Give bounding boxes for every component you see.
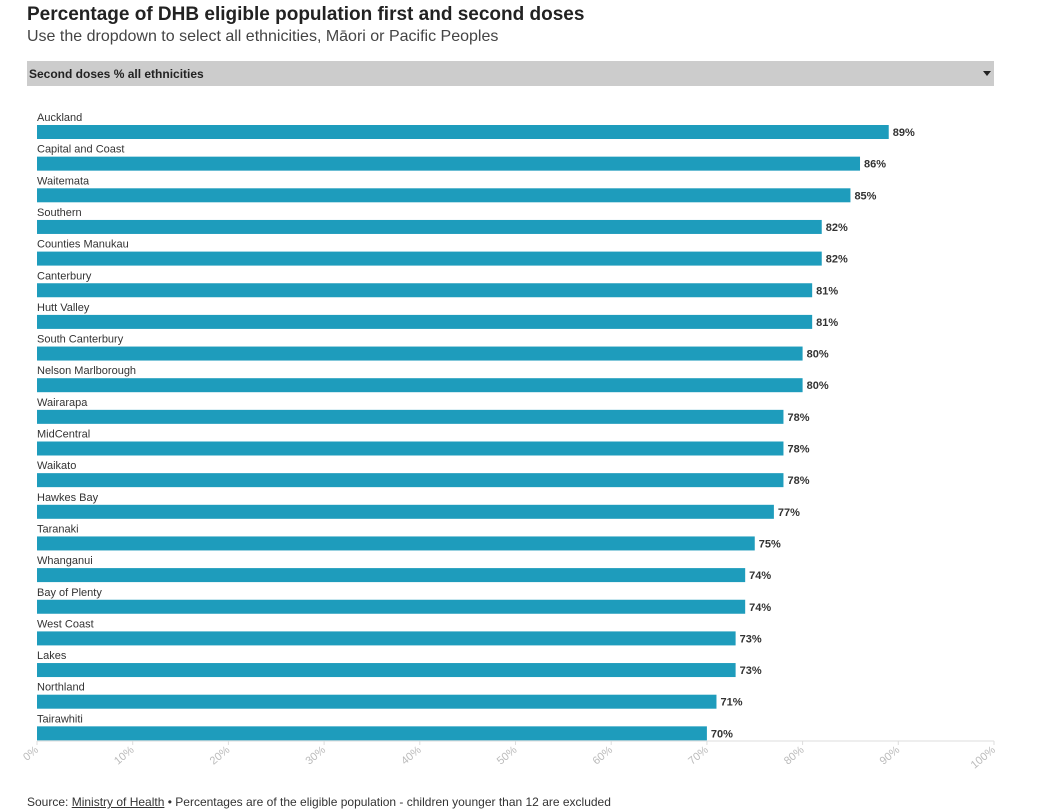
category-label: Nelson Marlborough: [37, 365, 136, 377]
source-note: Source: Ministry of Health • Percentages…: [27, 795, 611, 809]
bar[interactable]: [37, 599, 746, 614]
bar[interactable]: [37, 346, 803, 361]
ethnicity-dropdown[interactable]: Second doses % all ethnicities: [27, 61, 994, 86]
bar[interactable]: [37, 219, 822, 234]
bar-chart: Auckland 89% Capital and Coast 86% Waitemata…: [21, 112, 998, 771]
category-label: Bay of Plenty: [37, 587, 102, 599]
value-label: 89%: [893, 127, 915, 139]
x-tick-label: 60%: [591, 744, 616, 767]
bar[interactable]: [37, 536, 755, 551]
caret-down-icon[interactable]: [983, 71, 991, 76]
x-tick-label: 40%: [399, 744, 424, 767]
value-label: 74%: [749, 570, 771, 582]
category-label: West Coast: [37, 618, 94, 630]
value-label: 71%: [720, 697, 742, 709]
bar[interactable]: [37, 378, 803, 393]
bar[interactable]: [37, 188, 851, 203]
x-tick-label: 0%: [21, 744, 41, 764]
category-label: Tairawhiti: [37, 713, 83, 725]
category-label: Waikato: [37, 460, 76, 472]
bar[interactable]: [37, 156, 861, 171]
bar[interactable]: [37, 694, 717, 709]
category-label: Capital and Coast: [37, 144, 124, 156]
value-label: 78%: [787, 444, 809, 456]
category-label: Whanganui: [37, 555, 93, 567]
category-label: Southern: [37, 207, 82, 219]
bar[interactable]: [37, 441, 784, 456]
value-label: 82%: [826, 222, 848, 234]
category-label: Waitemata: [37, 175, 90, 187]
category-label: Lakes: [37, 650, 67, 662]
bar[interactable]: [37, 125, 889, 139]
x-tick-label: 10%: [112, 744, 137, 767]
bar[interactable]: [37, 504, 774, 519]
category-label: Auckland: [37, 112, 82, 124]
source-prefix: Source:: [27, 795, 72, 809]
value-label: 70%: [711, 728, 733, 740]
category-label: Northland: [37, 682, 85, 694]
category-label: Canterbury: [37, 270, 92, 282]
bar[interactable]: [37, 409, 784, 424]
value-label: 73%: [740, 665, 762, 677]
x-tick-label: 20%: [208, 744, 233, 767]
chart-subtitle: Use the dropdown to select all ethniciti…: [27, 28, 499, 45]
value-label: 85%: [854, 190, 876, 202]
value-label: 77%: [778, 507, 800, 519]
x-tick-label: 90%: [878, 744, 903, 767]
value-label: 78%: [787, 475, 809, 487]
source-link[interactable]: Ministry of Health: [71, 795, 165, 809]
bar[interactable]: [37, 663, 736, 678]
x-tick-label: 50%: [495, 744, 520, 767]
category-label: Hawkes Bay: [37, 492, 99, 504]
bar[interactable]: [37, 568, 746, 583]
category-label: Counties Manukau: [37, 239, 129, 251]
bar[interactable]: [37, 631, 736, 646]
value-label: 73%: [740, 633, 762, 645]
bar[interactable]: [37, 473, 784, 488]
value-label: 78%: [787, 412, 809, 424]
category-label: South Canterbury: [37, 334, 124, 346]
bar[interactable]: [37, 251, 822, 266]
value-label: 74%: [749, 602, 771, 614]
x-tick-label: 100%: [969, 744, 998, 771]
value-label: 80%: [807, 380, 829, 392]
value-label: 81%: [816, 317, 838, 329]
chart-title: Percentage of DHB eligible population fi…: [27, 4, 585, 25]
category-label: Wairarapa: [37, 397, 88, 409]
category-label: Hutt Valley: [37, 302, 90, 314]
value-label: 81%: [816, 285, 838, 297]
dropdown-selected-value: Second doses % all ethnicities: [29, 67, 204, 81]
x-tick-label: 30%: [303, 744, 328, 767]
category-label: MidCentral: [37, 429, 90, 441]
bar[interactable]: [37, 314, 813, 329]
value-label: 75%: [759, 538, 781, 550]
x-tick-label: 70%: [686, 744, 711, 767]
bar[interactable]: [37, 283, 813, 298]
value-label: 86%: [864, 159, 886, 171]
x-tick-label: 80%: [782, 744, 807, 767]
value-label: 80%: [807, 349, 829, 361]
category-label: Taranaki: [37, 523, 79, 535]
bar[interactable]: [37, 726, 707, 741]
value-label: 82%: [826, 254, 848, 266]
source-description: • Percentages are of the eligible popula…: [164, 795, 611, 809]
